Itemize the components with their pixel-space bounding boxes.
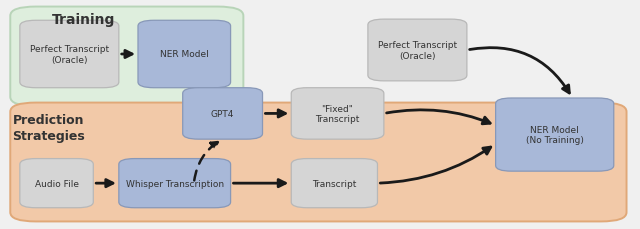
Text: NER Model: NER Model xyxy=(160,50,209,59)
Text: Perfect Transcript
(Oracle): Perfect Transcript (Oracle) xyxy=(378,41,457,60)
Text: Prediction
Strategies: Prediction Strategies xyxy=(12,113,85,142)
Text: Transcript: Transcript xyxy=(312,179,356,188)
FancyBboxPatch shape xyxy=(495,98,614,171)
FancyBboxPatch shape xyxy=(368,20,467,82)
Text: GPT4: GPT4 xyxy=(211,109,234,118)
FancyBboxPatch shape xyxy=(10,103,627,221)
Text: NER Model
(No Training): NER Model (No Training) xyxy=(525,125,584,145)
Text: Perfect Transcript
(Oracle): Perfect Transcript (Oracle) xyxy=(30,45,109,64)
Text: Audio File: Audio File xyxy=(35,179,79,188)
FancyBboxPatch shape xyxy=(138,21,230,88)
FancyBboxPatch shape xyxy=(291,159,378,208)
FancyBboxPatch shape xyxy=(20,21,119,88)
FancyBboxPatch shape xyxy=(20,159,93,208)
Text: Training: Training xyxy=(52,13,115,27)
Text: "Fixed"
Transcript: "Fixed" Transcript xyxy=(316,104,360,124)
FancyBboxPatch shape xyxy=(182,88,262,139)
FancyBboxPatch shape xyxy=(10,8,243,106)
Text: Whisper Transcription: Whisper Transcription xyxy=(125,179,224,188)
FancyBboxPatch shape xyxy=(291,88,384,139)
FancyBboxPatch shape xyxy=(119,159,230,208)
